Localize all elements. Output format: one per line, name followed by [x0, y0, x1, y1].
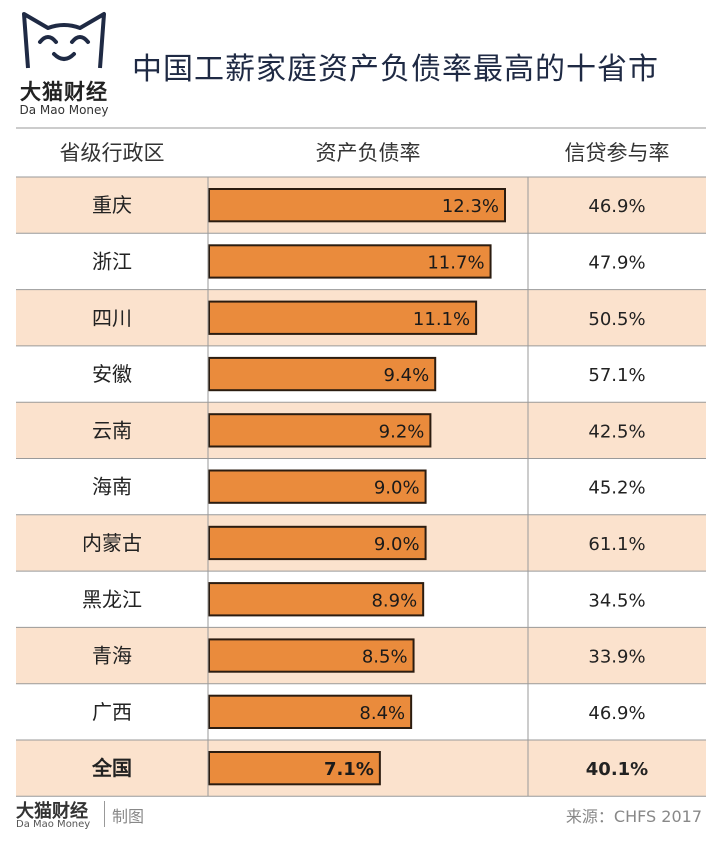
- category-label: 全国: [91, 756, 132, 780]
- debt-ratio-bar: [208, 469, 427, 504]
- category-label: 安徽: [92, 362, 132, 386]
- credit-rate-label: 46.9%: [588, 196, 645, 217]
- debt-ratio-label: 12.3%: [442, 196, 499, 217]
- credit-rate-label: 45.2%: [588, 478, 645, 499]
- debt-ratio-bar: [208, 188, 506, 223]
- credit-rate-label: 46.9%: [588, 703, 645, 724]
- category-label: 重庆: [92, 193, 132, 217]
- footer-divider: [104, 801, 105, 827]
- debt-ratio-label: 9.0%: [374, 534, 420, 555]
- category-label: 青海: [92, 644, 132, 668]
- logo-english-name: Da Mao Money: [19, 103, 109, 117]
- debt-ratio-bar: [208, 638, 415, 673]
- debt-ratio-bar: [208, 244, 492, 279]
- column-header-3: 信贷参与率: [565, 141, 670, 165]
- debt-ratio-bar: [208, 694, 413, 730]
- debt-ratio-bar: [208, 413, 432, 448]
- column-header-1: 省级行政区: [60, 141, 165, 165]
- category-label: 内蒙古: [82, 531, 142, 555]
- footer-made-by: 制图: [112, 807, 145, 826]
- credit-rate-label: 40.1%: [586, 759, 648, 780]
- credit-rate-label: 33.9%: [588, 647, 645, 668]
- debt-ratio-label: 11.7%: [427, 252, 484, 273]
- credit-rate-label: 34.5%: [588, 590, 645, 611]
- credit-rate-label: 42.5%: [588, 421, 645, 442]
- footer-source: 来源：CHFS 2017: [565, 807, 702, 826]
- credit-rate-label: 47.9%: [588, 252, 645, 273]
- cat-logo-icon: [22, 12, 106, 69]
- credit-rate-label: 50.5%: [588, 309, 645, 330]
- debt-ratio-label: 11.1%: [413, 309, 470, 330]
- category-label: 黑龙江: [82, 587, 142, 611]
- debt-ratio-label: 9.0%: [374, 478, 420, 499]
- debt-ratio-label: 9.4%: [383, 365, 429, 386]
- debt-ratio-bar: [208, 751, 381, 786]
- logo-name: 大猫财经: [20, 80, 108, 104]
- footer-logo-name: 大猫财经: [16, 801, 88, 822]
- debt-ratio-label: 8.5%: [362, 647, 408, 668]
- logo: 大猫财经 Da Mao Money: [8, 6, 120, 124]
- category-label: 广西: [92, 700, 132, 724]
- debt-ratio-label: 7.1%: [324, 759, 374, 780]
- category-label: 海南: [92, 475, 132, 499]
- debt-ratio-label: 8.4%: [359, 703, 405, 724]
- credit-rate-label: 61.1%: [588, 534, 645, 555]
- category-label: 四川: [92, 306, 132, 330]
- debt-ratio-bar: [208, 300, 478, 335]
- debt-ratio-label: 9.2%: [379, 421, 425, 442]
- debt-ratio-bar: [208, 582, 425, 617]
- debt-ratio-bar: [208, 525, 427, 561]
- category-label: 浙江: [92, 249, 132, 273]
- credit-rate-label: 57.1%: [588, 365, 645, 386]
- footer: 大猫财经 Da Mao Money 制图 来源：CHFS 2017: [0, 793, 720, 833]
- page-title: 中国工薪家庭资产负债率最高的十省市: [132, 52, 659, 87]
- debt-ratio-bar: [208, 356, 437, 392]
- footer-logo-english: Da Mao Money: [16, 819, 91, 830]
- header: 大猫财经 Da Mao Money 中国工薪家庭资产负债率最高的十省市: [0, 0, 720, 128]
- debt-ratio-label: 8.9%: [371, 590, 417, 611]
- category-label: 云南: [92, 418, 132, 442]
- column-header-2: 资产负债率: [316, 141, 421, 165]
